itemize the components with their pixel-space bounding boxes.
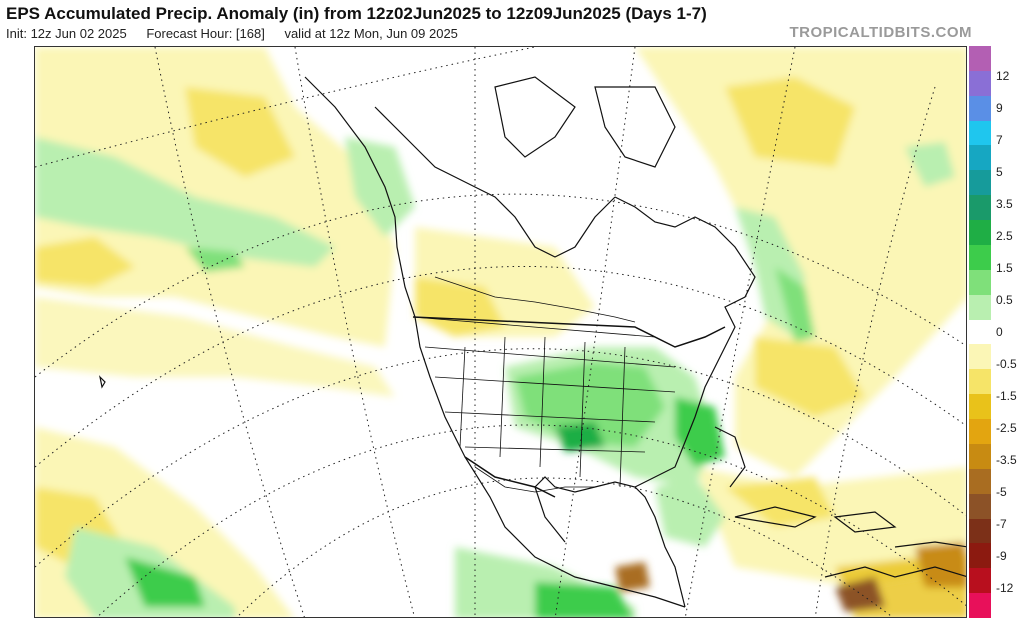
- colorbar-tick-label: 12: [996, 69, 1010, 83]
- colorbar-swatch: [969, 145, 991, 171]
- colorbar-swatch: [969, 319, 991, 345]
- colorbar-swatch: [969, 269, 991, 296]
- colorbar-swatch: [969, 419, 991, 445]
- colorbar-swatch: [969, 394, 991, 420]
- colorbar-swatch: [969, 568, 991, 594]
- precip-anomaly-map[interactable]: [34, 46, 967, 618]
- init-time: Init: 12z Jun 02 2025: [6, 26, 127, 41]
- colorbar-tick-label: 5: [996, 165, 1003, 179]
- colorbar-tick-label: -3.5: [996, 453, 1017, 467]
- colorbar-tick-label: 7: [996, 133, 1003, 147]
- colorbar-legend: [969, 46, 991, 619]
- colorbar-swatch: [969, 369, 991, 395]
- colorbar-swatch: [969, 120, 991, 146]
- colorbar-tick-label: 3.5: [996, 197, 1013, 211]
- colorbar-swatch: [969, 244, 991, 271]
- colorbar-swatch: [969, 46, 991, 72]
- colorbar-tick-label: 1.5: [996, 261, 1013, 275]
- colorbar-tick-label: -5: [996, 485, 1007, 499]
- colorbar-swatch: [969, 468, 991, 495]
- map-title: EPS Accumulated Precip. Anomaly (in) fro…: [6, 4, 707, 23]
- colorbar-tick-label: 0.5: [996, 293, 1013, 307]
- colorbar-swatch: [969, 170, 991, 196]
- anomaly-shading: [35, 47, 966, 617]
- colorbar-tick-label: 0: [996, 325, 1003, 339]
- colorbar-tick-label: -7: [996, 517, 1007, 531]
- country-borders: [412, 316, 726, 498]
- colorbar-swatch: [969, 294, 991, 321]
- brand-watermark: TROPICALTIDBITS.COM: [789, 24, 972, 41]
- coastlines: [99, 76, 966, 608]
- colorbar-swatch: [969, 70, 991, 97]
- valid-time: valid at 12z Mon, Jun 09 2025: [284, 26, 458, 41]
- colorbar-swatch: [969, 543, 991, 569]
- colorbar-swatch: [969, 518, 991, 544]
- colorbar-tick-label: -1.5: [996, 389, 1017, 403]
- colorbar-tick-label: 2.5: [996, 229, 1013, 243]
- colorbar-tick-label: -12: [996, 581, 1014, 595]
- colorbar-swatch: [969, 593, 991, 619]
- colorbar-tick-label: -2.5: [996, 421, 1017, 435]
- colorbar-swatch: [969, 344, 991, 370]
- map-canvas: [35, 47, 966, 617]
- colorbar-tick-label: -0.5: [996, 357, 1017, 371]
- colorbar-tick-label: -9: [996, 549, 1007, 563]
- colorbar-swatch: [969, 443, 991, 470]
- colorbar-swatch: [969, 195, 991, 221]
- colorbar-tick-label: 9: [996, 101, 1003, 115]
- forecast-hour: Forecast Hour: [168]: [146, 26, 265, 41]
- map-subtitle: Init: 12z Jun 02 2025 Forecast Hour: [16…: [6, 26, 474, 41]
- state-borders: [412, 276, 676, 493]
- lat-lon-grid: [35, 47, 966, 617]
- colorbar-swatch: [969, 95, 991, 122]
- colorbar-swatch: [969, 220, 991, 246]
- colorbar-swatch: [969, 493, 991, 519]
